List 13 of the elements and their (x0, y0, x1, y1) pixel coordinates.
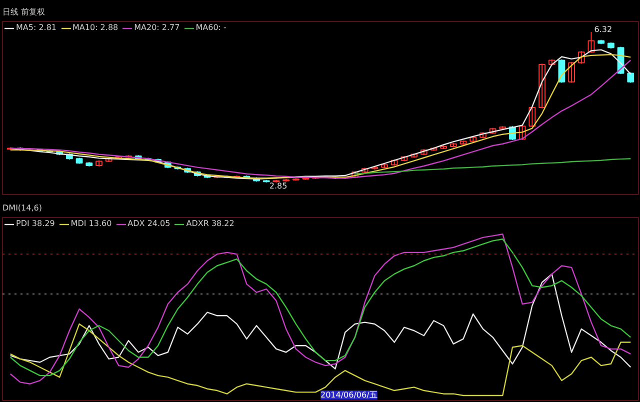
legend-label: ADXR 38.22 (186, 219, 234, 228)
legend-label: MDI 13.60 (70, 219, 112, 228)
annotation: 2014/06/06/五 (320, 390, 378, 400)
legend-label: MA20: 2.77 (134, 23, 180, 32)
annotation: 6.32 (594, 25, 612, 34)
legend-label: PDI 38.29 (16, 219, 55, 228)
chart-title: 日线 前复权 (2, 8, 46, 16)
legend-label: MA5: 2.81 (16, 23, 57, 32)
legend-label: MA60: - (196, 23, 226, 32)
legend-label: ADX 24.05 (128, 219, 170, 228)
legend-label: MA10: 2.88 (72, 23, 118, 32)
chart-title: DMI(14,6) (2, 204, 42, 212)
annotation: 2.85 (269, 181, 288, 190)
